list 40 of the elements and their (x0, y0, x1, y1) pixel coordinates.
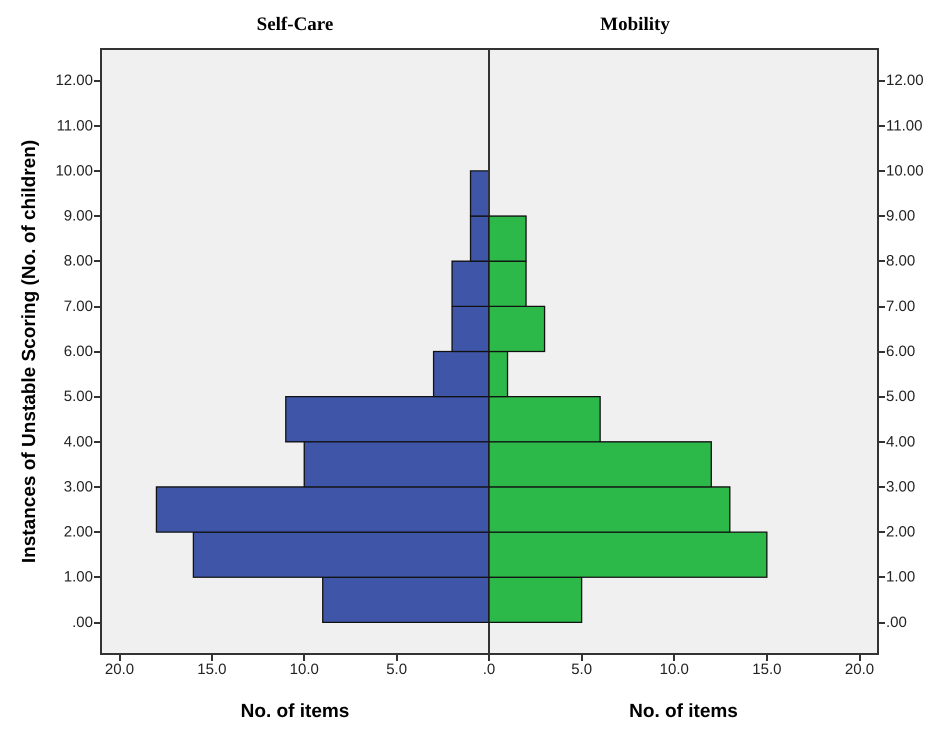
y-tick-label: 7.00 (64, 298, 93, 315)
y-tick-label: 6.00 (886, 343, 916, 360)
x-tick-label: 20.0 (844, 661, 874, 678)
x-tick-label: 10.0 (290, 661, 319, 678)
y-tick-label: 9.00 (64, 208, 93, 225)
y-tick-label: 5.00 (64, 388, 93, 406)
x-tick-label: 15.0 (197, 661, 226, 678)
y-tick-label: 12.00 (55, 72, 93, 90)
y-tick-label: 6.00 (64, 343, 93, 360)
x-tick-label: 10.0 (660, 661, 689, 678)
y-tick-label: 2.00 (886, 524, 916, 541)
y-tick-label: 5.00 (886, 388, 916, 406)
x-tick-label: 20.0 (104, 661, 134, 678)
x-axis-title: No. of items (240, 701, 350, 722)
y-tick-label: 9.00 (886, 208, 916, 225)
y-tick-label: 8.00 (886, 252, 916, 270)
y-tick-label: 1.00 (886, 568, 916, 586)
y-tick-label: 12.00 (886, 72, 924, 90)
x-tick-label: 15.0 (752, 661, 782, 678)
x-tick-label: 5.0 (386, 661, 408, 678)
y-tick-label: 11.00 (56, 117, 93, 134)
y-tick-label: 2.00 (64, 524, 93, 541)
chart-title: Mobility (600, 14, 670, 35)
y-tick-label: 8.00 (64, 252, 93, 270)
y-axis-title: Instances of Unstable Scoring (No. of children) (19, 140, 40, 564)
y-tick-label: 4.00 (64, 433, 93, 450)
y-tick-label: 1.00 (64, 568, 93, 586)
x-tick-label: .0 (482, 661, 496, 678)
y-tick-label: 7.00 (886, 298, 916, 315)
x-tick-label: 5.0 (571, 661, 592, 678)
y-tick-label: 3.00 (886, 478, 916, 496)
chart-title: Self-Care (256, 14, 334, 35)
y-tick-label: 10.00 (886, 162, 924, 180)
y-tick-label: 3.00 (64, 478, 93, 496)
y-tick-label: 11.00 (886, 117, 922, 134)
y-tick-label: .00 (886, 614, 907, 631)
y-tick-label: .00 (72, 614, 93, 631)
y-tick-label: 4.00 (886, 433, 916, 450)
y-tick-label: 10.00 (55, 162, 93, 180)
x-axis-title: No. of items (629, 701, 738, 722)
